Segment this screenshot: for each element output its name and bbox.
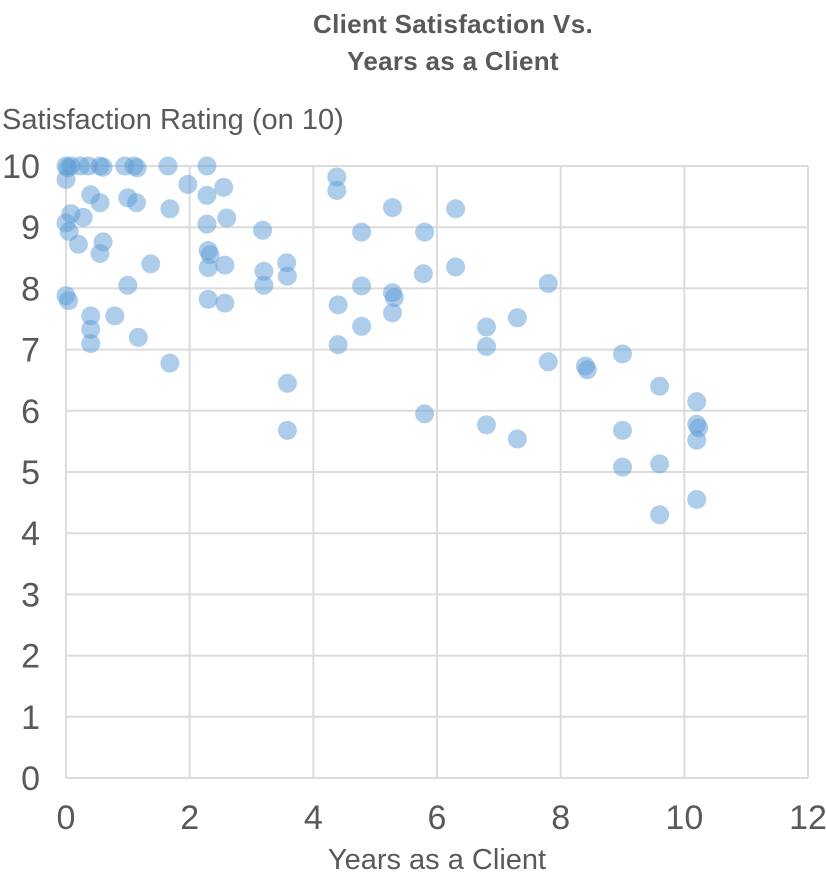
- scatter-point: [383, 303, 402, 323]
- x-tick-label: 12: [789, 799, 826, 837]
- scatter-point: [352, 316, 372, 336]
- scatter-point: [613, 457, 632, 477]
- scatter-point: [328, 295, 348, 315]
- scatter-point: [507, 429, 527, 449]
- scatter-point: [383, 198, 402, 218]
- scatter-point: [277, 420, 297, 440]
- scatter-point: [127, 193, 146, 213]
- scatter-point: [328, 335, 348, 355]
- scatter-point: [93, 157, 113, 177]
- scatter-point: [73, 207, 93, 227]
- scatter-point: [384, 288, 404, 308]
- y-tick-label: 10: [2, 148, 40, 186]
- scatter-point: [538, 352, 558, 372]
- scatter-point: [650, 376, 670, 396]
- scatter-point: [253, 220, 273, 240]
- y-tick-label: 1: [21, 699, 40, 737]
- scatter-point: [277, 266, 297, 286]
- scatter-point: [613, 344, 632, 364]
- scatter-point: [254, 275, 274, 295]
- scatter-point: [413, 264, 433, 284]
- y-tick-label: 3: [21, 576, 40, 614]
- scatter-point: [687, 490, 707, 509]
- scatter-point: [81, 306, 101, 326]
- y-tick-label: 9: [21, 209, 40, 247]
- scatter-point: [198, 258, 218, 278]
- scatter-point: [327, 181, 347, 200]
- y-tick-label: 7: [21, 332, 40, 370]
- scatter-point: [217, 208, 237, 228]
- scatter-point: [198, 289, 218, 309]
- y-tick-label: 5: [21, 454, 40, 492]
- y-tick-label: 6: [21, 393, 40, 431]
- scatter-point: [254, 261, 274, 281]
- scatter-point: [160, 199, 180, 219]
- scatter-point: [613, 420, 632, 440]
- scatter-point: [81, 319, 101, 339]
- scatter-point: [68, 234, 88, 254]
- scatter-point: [90, 244, 110, 263]
- y-tick-label: 0: [21, 760, 40, 798]
- scatter-point: [81, 334, 101, 353]
- x-tick-label: 10: [665, 799, 703, 837]
- scatter-point: [277, 373, 297, 393]
- scatter-point: [687, 430, 707, 450]
- scatter-point: [277, 253, 297, 273]
- scatter-point: [446, 199, 466, 219]
- y-axis-title: Satisfaction Rating (on 10): [2, 104, 344, 136]
- scatter-point: [415, 404, 435, 424]
- scatter-point: [127, 158, 147, 178]
- scatter-point: [128, 327, 148, 347]
- scatter-point: [158, 156, 178, 176]
- scatter-point: [90, 193, 110, 213]
- scatter-point: [477, 317, 496, 337]
- scatter-point: [507, 308, 527, 328]
- x-tick-label: 4: [304, 799, 323, 837]
- y-tick-label: 2: [21, 638, 40, 676]
- scatter-point: [650, 454, 670, 474]
- scatter-point: [160, 353, 180, 373]
- scatter-point: [352, 222, 372, 242]
- x-tick-label: 2: [180, 799, 199, 837]
- scatter-point: [178, 174, 198, 194]
- chart-title: Client Satisfaction Vs. Years as a Clien…: [80, 6, 826, 80]
- scatter-point: [477, 415, 496, 435]
- y-tick-label: 8: [21, 270, 40, 308]
- chart-title-line2: Years as a Client: [347, 46, 559, 76]
- scatter-point: [214, 177, 234, 197]
- x-tick-label: 6: [428, 799, 447, 837]
- scatter-point: [687, 392, 707, 412]
- scatter-point: [197, 185, 217, 205]
- x-axis-title: Years as a Client: [327, 844, 547, 876]
- scatter-point: [577, 360, 597, 380]
- x-tick-label: 8: [551, 799, 570, 837]
- chart-title-line1: Client Satisfaction Vs.: [313, 9, 593, 39]
- scatter-point: [538, 274, 558, 293]
- scatter-point: [477, 337, 496, 356]
- scatter-point: [327, 167, 347, 187]
- scatter-point: [352, 276, 372, 296]
- scatter-point: [141, 254, 161, 274]
- scatter-point: [197, 214, 217, 234]
- scatter-point: [650, 505, 670, 525]
- scatter-point: [215, 255, 235, 275]
- scatter-point: [56, 170, 76, 189]
- scatter-point: [415, 222, 435, 242]
- scatter-point: [446, 257, 466, 277]
- scatter-point: [215, 293, 235, 313]
- x-tick-label: 0: [57, 799, 76, 837]
- scatter-point: [118, 275, 138, 295]
- scatter-point: [59, 291, 78, 311]
- scatter-point: [197, 156, 217, 176]
- scatter-point: [105, 306, 125, 326]
- y-tick-label: 4: [21, 515, 40, 553]
